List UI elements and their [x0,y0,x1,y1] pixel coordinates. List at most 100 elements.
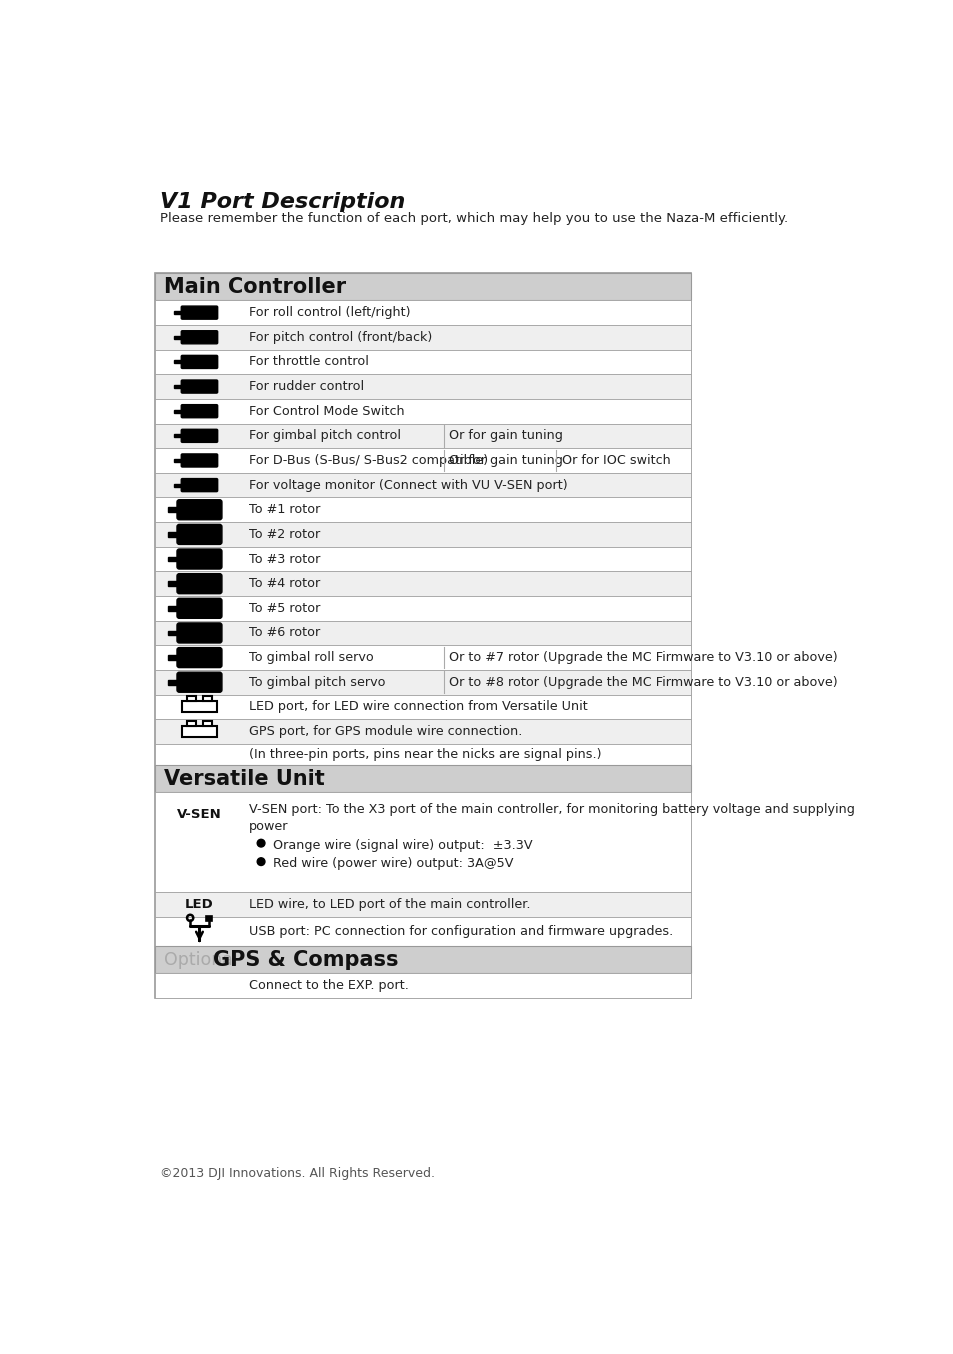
FancyBboxPatch shape [177,623,222,643]
Bar [206,915,212,921]
Bar [154,523,691,547]
FancyBboxPatch shape [177,647,222,668]
Bar [169,655,179,659]
Text: Red wire (power wire) output: 3A@5V: Red wire (power wire) output: 3A@5V [274,857,514,871]
Text: To #1 rotor: To #1 rotor [249,504,319,516]
Text: To gimbal pitch servo: To gimbal pitch servo [249,676,385,689]
FancyBboxPatch shape [177,548,222,569]
Bar [154,274,691,998]
Bar [154,695,691,719]
Text: For pitch control (front/back): For pitch control (front/back) [249,330,432,344]
Text: LED port, for LED wire connection from Versatile Unit: LED port, for LED wire connection from V… [249,700,587,714]
Text: power: power [249,821,288,833]
Bar [202,720,212,726]
Text: Or for IOC switch: Or for IOC switch [561,454,670,467]
Bar [154,743,691,765]
Bar [173,483,182,486]
Text: For rudder control: For rudder control [249,380,363,393]
Bar [154,349,691,374]
Bar [173,385,182,389]
Bar [173,336,182,338]
FancyBboxPatch shape [177,574,222,593]
Bar [154,325,691,349]
Text: Or to #8 rotor (Upgrade the MC Firmware to V3.10 or above): Or to #8 rotor (Upgrade the MC Firmware … [449,676,837,689]
Bar [169,508,179,512]
Bar [154,547,691,571]
Bar [154,620,691,646]
Bar [154,792,691,892]
Text: Or for gain tuning: Or for gain tuning [449,429,562,443]
Text: Main Controller: Main Controller [164,276,346,297]
Text: For gimbal pitch control: For gimbal pitch control [249,429,400,443]
Bar [154,301,691,325]
FancyBboxPatch shape [181,330,217,344]
Text: LED: LED [185,898,213,911]
Bar [181,701,217,712]
Bar [154,719,691,743]
Text: For voltage monitor (Connect with VU V-SEN port): For voltage monitor (Connect with VU V-S… [249,478,567,492]
Bar [169,631,179,635]
Bar [154,765,691,792]
FancyBboxPatch shape [181,380,217,393]
Bar [154,571,691,596]
Text: Connect to the EXP. port.: Connect to the EXP. port. [249,979,408,992]
Text: (In three-pin ports, pins near the nicks are signal pins.): (In three-pin ports, pins near the nicks… [249,749,600,761]
Text: Or for gain tuning: Or for gain tuning [449,454,562,467]
Text: USB port: PC connection for configuration and firmware upgrades.: USB port: PC connection for configuratio… [249,925,672,938]
Text: LED wire, to LED port of the main controller.: LED wire, to LED port of the main contro… [249,898,530,911]
Bar [169,607,179,611]
Bar [154,274,691,301]
Bar [169,556,179,562]
FancyBboxPatch shape [177,672,222,692]
Bar [154,917,691,946]
Text: V-SEN: V-SEN [177,808,222,821]
FancyBboxPatch shape [181,478,217,492]
FancyBboxPatch shape [177,598,222,619]
Text: For D-Bus (S-Bus/ S-Bus2 compatible): For D-Bus (S-Bus/ S-Bus2 compatible) [249,454,487,467]
Bar [154,473,691,497]
Bar [154,497,691,523]
Text: Versatile Unit: Versatile Unit [164,769,325,789]
Bar [169,532,179,536]
FancyBboxPatch shape [181,355,217,368]
FancyBboxPatch shape [177,500,222,520]
Text: To #4 rotor: To #4 rotor [249,577,319,590]
Text: To #3 rotor: To #3 rotor [249,552,319,566]
Bar [169,581,179,586]
Text: Or to #7 rotor (Upgrade the MC Firmware to V3.10 or above): Or to #7 rotor (Upgrade the MC Firmware … [449,651,837,663]
Bar [187,720,196,726]
FancyBboxPatch shape [181,405,217,418]
Bar [173,459,182,462]
Circle shape [257,858,265,865]
Text: GPS port, for GPS module wire connection.: GPS port, for GPS module wire connection… [249,724,521,738]
Text: To #5 rotor: To #5 rotor [249,601,319,615]
Text: For roll control (left/right): For roll control (left/right) [249,306,410,320]
Text: Please remember the function of each port, which may help you to use the Naza-M : Please remember the function of each por… [159,211,787,225]
Bar [169,680,179,685]
Bar [154,646,691,670]
Text: To #2 rotor: To #2 rotor [249,528,319,540]
Text: Orange wire (signal wire) output:  ±3.3V: Orange wire (signal wire) output: ±3.3V [274,838,533,852]
Bar [154,374,691,399]
Text: To gimbal roll servo: To gimbal roll servo [249,651,373,663]
Bar [154,448,691,473]
Bar [187,696,196,701]
Text: V-SEN port: To the X3 port of the main controller, for monitoring battery voltag: V-SEN port: To the X3 port of the main c… [249,803,854,816]
Circle shape [257,839,265,848]
Bar [154,399,691,424]
Text: V1 Port Description: V1 Port Description [159,192,404,211]
Bar [173,311,182,314]
FancyBboxPatch shape [181,306,217,320]
Bar [154,670,691,695]
Text: For throttle control: For throttle control [249,355,368,368]
Text: Optional: Optional [164,951,237,969]
FancyBboxPatch shape [181,429,217,443]
Bar [154,596,691,620]
Bar [202,696,212,701]
FancyBboxPatch shape [177,524,222,544]
Bar [154,974,691,998]
Bar [173,410,182,413]
Text: ©2013 DJI Innovations. All Rights Reserved.: ©2013 DJI Innovations. All Rights Reserv… [159,1167,435,1181]
Bar [154,424,691,448]
Bar [173,435,182,437]
